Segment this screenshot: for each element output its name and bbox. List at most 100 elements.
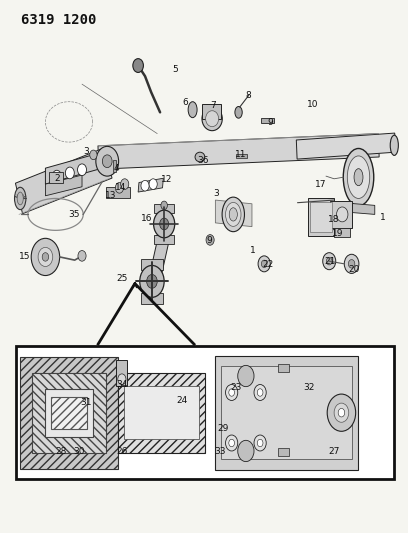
Text: 14: 14 — [115, 183, 127, 192]
Bar — [154, 235, 174, 244]
Text: 4: 4 — [114, 164, 120, 173]
Text: 18: 18 — [328, 215, 339, 224]
Circle shape — [102, 155, 112, 167]
Text: 9: 9 — [206, 237, 212, 246]
Bar — [32, 373, 106, 453]
Circle shape — [38, 247, 53, 266]
Polygon shape — [155, 230, 173, 248]
Ellipse shape — [17, 192, 23, 205]
Bar — [141, 259, 163, 270]
Bar — [106, 187, 130, 198]
Text: 34: 34 — [116, 380, 128, 389]
Text: 8: 8 — [245, 91, 251, 100]
Circle shape — [254, 435, 266, 451]
Text: 27: 27 — [328, 447, 340, 456]
Ellipse shape — [202, 107, 222, 131]
Ellipse shape — [15, 187, 26, 209]
Circle shape — [121, 179, 129, 189]
Ellipse shape — [347, 156, 370, 198]
Circle shape — [326, 257, 332, 265]
Ellipse shape — [188, 102, 197, 118]
Text: 25: 25 — [116, 273, 128, 282]
Circle shape — [337, 207, 348, 222]
Text: 11: 11 — [235, 150, 246, 159]
Circle shape — [161, 201, 167, 209]
Text: 16: 16 — [140, 214, 152, 223]
Ellipse shape — [354, 168, 363, 185]
Bar — [51, 397, 87, 429]
Text: 17: 17 — [315, 180, 327, 189]
Circle shape — [31, 238, 60, 276]
Text: 1: 1 — [250, 246, 256, 255]
Text: 26: 26 — [116, 447, 128, 456]
Polygon shape — [138, 178, 163, 192]
Circle shape — [344, 254, 359, 273]
Bar — [308, 198, 334, 236]
Circle shape — [238, 440, 254, 462]
Text: 31: 31 — [80, 398, 92, 407]
Bar — [141, 293, 163, 304]
Circle shape — [153, 210, 175, 238]
Circle shape — [254, 384, 266, 400]
Text: 21: 21 — [324, 257, 336, 265]
Circle shape — [226, 384, 238, 400]
Polygon shape — [98, 134, 379, 169]
Circle shape — [229, 389, 235, 396]
Bar — [310, 201, 332, 232]
Ellipse shape — [206, 111, 219, 127]
Polygon shape — [45, 175, 82, 196]
Bar — [16, 346, 394, 479]
Circle shape — [258, 256, 270, 272]
Text: 12: 12 — [161, 175, 172, 184]
Circle shape — [141, 180, 149, 191]
Circle shape — [206, 235, 214, 245]
Text: 13: 13 — [105, 191, 116, 200]
Bar — [330, 200, 353, 228]
Bar — [215, 356, 358, 470]
Circle shape — [96, 147, 119, 176]
Text: 23: 23 — [230, 383, 242, 392]
Bar — [49, 172, 63, 182]
Circle shape — [226, 435, 238, 451]
Bar — [154, 204, 174, 213]
Ellipse shape — [235, 107, 242, 118]
Bar — [113, 160, 116, 172]
Ellipse shape — [229, 208, 237, 221]
Bar — [116, 360, 127, 386]
Text: 15: 15 — [19, 253, 31, 261]
Circle shape — [90, 150, 97, 160]
Text: 1: 1 — [380, 213, 386, 222]
Text: 6: 6 — [182, 98, 188, 107]
Bar — [202, 104, 222, 119]
Circle shape — [257, 389, 263, 396]
Circle shape — [238, 366, 254, 386]
Bar — [236, 154, 247, 158]
Circle shape — [42, 253, 49, 261]
Bar — [222, 367, 352, 459]
Circle shape — [327, 394, 356, 431]
Polygon shape — [342, 203, 375, 214]
Text: 9: 9 — [267, 118, 273, 127]
Circle shape — [115, 182, 124, 193]
Text: 28: 28 — [55, 447, 67, 456]
Bar — [278, 364, 288, 372]
Ellipse shape — [390, 135, 398, 156]
Text: 2: 2 — [55, 174, 60, 183]
Text: 3: 3 — [213, 189, 219, 198]
Ellipse shape — [226, 203, 241, 227]
Ellipse shape — [195, 152, 205, 162]
Circle shape — [52, 170, 61, 182]
Circle shape — [257, 439, 263, 447]
Circle shape — [65, 167, 74, 179]
Polygon shape — [45, 152, 102, 184]
Ellipse shape — [343, 149, 374, 206]
Circle shape — [229, 439, 235, 447]
Bar — [278, 448, 288, 456]
Circle shape — [78, 164, 86, 175]
Text: 10: 10 — [307, 100, 319, 109]
Text: 30: 30 — [73, 447, 84, 456]
Text: 24: 24 — [176, 396, 187, 405]
Polygon shape — [145, 238, 169, 301]
Bar — [334, 228, 350, 237]
Circle shape — [149, 179, 157, 189]
